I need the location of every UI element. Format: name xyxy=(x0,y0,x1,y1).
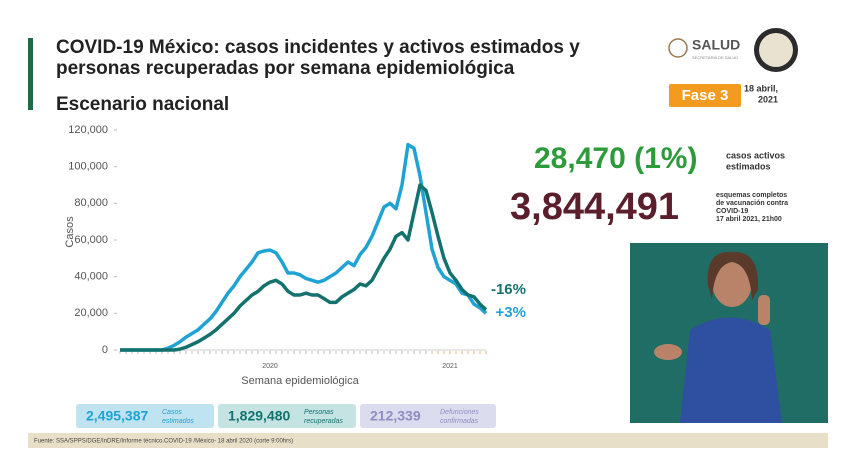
logo-sub: SECRETARÍA DE SALUD xyxy=(692,55,738,60)
box-label: confirmadas xyxy=(440,418,479,425)
x-axis-label: Semana epidemiológica xyxy=(241,375,359,387)
interpreter-hand xyxy=(758,295,770,325)
vaccine-label: de vacunación contra xyxy=(716,200,788,207)
anniversary-logo-inner xyxy=(759,33,793,67)
interpreter-video xyxy=(630,243,828,423)
footer-band xyxy=(28,433,828,448)
footer-source: Fuente: SSA/SPPS/DGE/InDRE/Informe técni… xyxy=(34,439,293,445)
box-value: 2,495,387 xyxy=(86,408,148,424)
date: 18 abril, xyxy=(744,83,778,93)
vaccine-label: esquemas completos xyxy=(716,192,787,199)
vaccine-label: COVID-19 xyxy=(716,208,748,215)
vaccine-count: 3,844,491 xyxy=(510,186,679,228)
active-cases: 28,470 (1%) xyxy=(534,142,697,175)
subtitle: Escenario nacional xyxy=(56,94,229,115)
box-label: estimados xyxy=(162,418,194,425)
interpreter-hair xyxy=(707,251,759,300)
y-tick-label: 120,000 xyxy=(68,124,108,136)
box-value: 212,339 xyxy=(370,408,421,424)
vaccine-label: 17 abril 2021, 21h00 xyxy=(716,216,782,223)
x-tick-label: 2020 xyxy=(262,363,278,370)
interpreter-hand xyxy=(654,344,682,360)
box xyxy=(218,404,356,428)
y-axis-label: Casos xyxy=(64,216,76,248)
bottom-boxes: 2,495,387 Casos estimados 1,829,480 Pers… xyxy=(76,404,496,428)
logo-icon xyxy=(668,38,688,58)
y-tick-label: 100,000 xyxy=(68,161,108,173)
logo-text: SALUD xyxy=(692,37,740,53)
date: 2021 xyxy=(758,94,778,104)
annotation: +3% xyxy=(496,304,526,321)
x-tick-label: 2021 xyxy=(442,363,458,370)
box-label: recuperadas xyxy=(304,418,343,425)
box-label: Defunciones xyxy=(440,409,479,416)
active-label: casos activos xyxy=(726,150,785,160)
y-tick-label: 80,000 xyxy=(74,197,108,209)
phase-text: Fase 3 xyxy=(682,87,729,104)
annotation: -16% xyxy=(491,281,526,298)
box-label: Casos xyxy=(162,409,182,416)
title: personas recuperadas por semana epidemio… xyxy=(56,58,515,79)
plot: 0 20,000 40,000 60,000 80,000 100,000 120,000 2… xyxy=(68,124,526,370)
box-label: Personas xyxy=(304,409,334,416)
box xyxy=(360,404,496,428)
line-series xyxy=(120,142,488,352)
accent-bar xyxy=(28,38,33,110)
y-tick-label: 0 xyxy=(102,344,108,356)
title: COVID-19 México: casos incidentes y acti… xyxy=(56,37,580,58)
active-label: estimados xyxy=(726,161,771,171)
y-tick-label: 60,000 xyxy=(74,234,108,246)
line-series xyxy=(120,183,488,352)
box xyxy=(76,404,214,428)
phase-badge xyxy=(669,84,741,107)
box-value: 1,829,480 xyxy=(228,408,290,424)
interpreter-face xyxy=(712,257,752,307)
y-tick-label: 40,000 xyxy=(74,271,108,283)
y-tick-label: 20,000 xyxy=(74,307,108,319)
interpreter-body xyxy=(680,317,782,423)
